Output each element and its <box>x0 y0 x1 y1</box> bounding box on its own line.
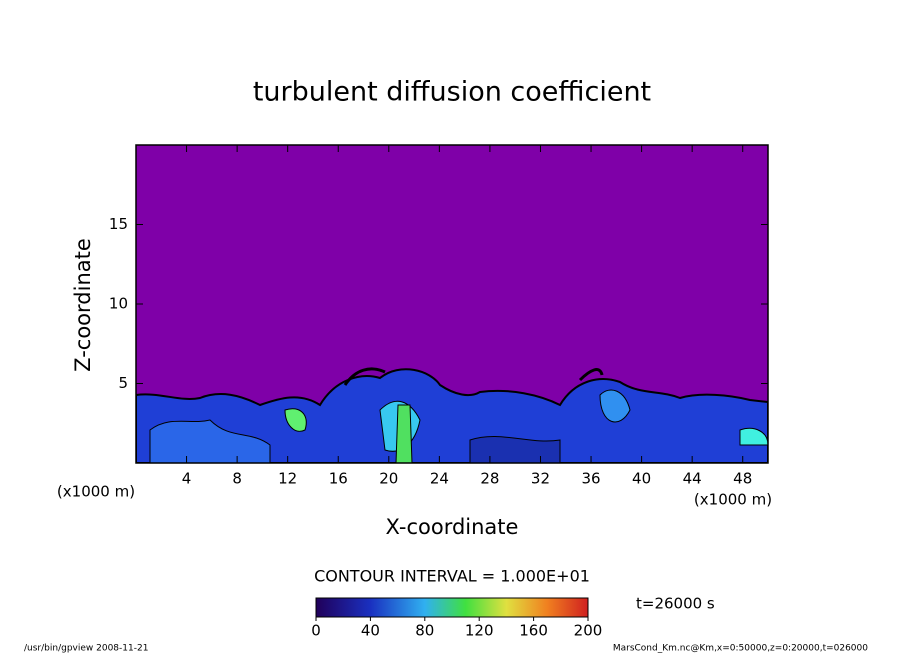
x-tick-label: 16 <box>329 470 348 488</box>
x-tick-label: 32 <box>531 470 550 488</box>
x-tick-label: 28 <box>480 470 499 488</box>
colorbar <box>315 597 589 618</box>
chart-title: turbulent diffusion coefficient <box>253 77 651 108</box>
x-tick-label: 24 <box>430 470 449 488</box>
footer-left: /usr/bin/gpview 2008-11-21 <box>24 644 148 654</box>
x-tick-label: 40 <box>632 470 651 488</box>
x-tick-label: 36 <box>581 470 600 488</box>
y-tick-label: 15 <box>109 215 128 233</box>
colorbar-tick-label: 0 <box>311 622 321 640</box>
footer-right: MarsCond_Km.nc@Km,x=0:50000,z=0:20000,t=… <box>613 644 868 654</box>
x-tick-label: 8 <box>232 470 242 488</box>
x-unit: (x1000 m) <box>694 491 772 509</box>
x-tick-label: 4 <box>182 470 192 488</box>
time-label: t=26000 s <box>636 595 715 613</box>
colorbar-tick-label: 40 <box>361 622 380 640</box>
x-tick-label: 12 <box>278 470 297 488</box>
y-axis-label: Z-coordinate <box>71 238 95 372</box>
x-tick-label: 44 <box>683 470 702 488</box>
colorbar-tick-label: 160 <box>519 622 548 640</box>
x-axis-label: X-coordinate <box>386 515 519 539</box>
x-unit: (x1000 m) <box>57 483 135 501</box>
y-tick-label: 5 <box>118 374 128 392</box>
colorbar-tick-label: 80 <box>415 622 434 640</box>
colorbar-tick-label: 120 <box>465 622 494 640</box>
colorbar-tick-label: 200 <box>574 622 603 640</box>
x-tick-label: 20 <box>379 470 398 488</box>
field <box>136 367 768 463</box>
y-tick-label: 10 <box>109 295 128 313</box>
x-tick-label: 48 <box>733 470 752 488</box>
contour-interval: CONTOUR INTERVAL = 1.000E+01 <box>314 567 590 586</box>
